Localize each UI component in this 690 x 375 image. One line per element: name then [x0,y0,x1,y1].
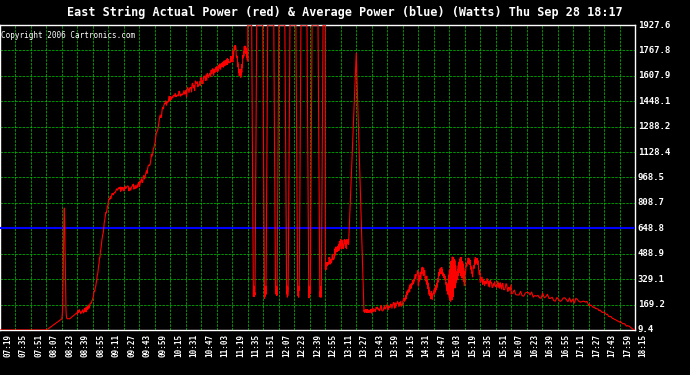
Text: 07:51: 07:51 [34,334,43,357]
Text: 14:47: 14:47 [437,334,446,357]
Text: 169.2: 169.2 [638,300,664,309]
Text: 08:55: 08:55 [97,334,106,357]
Text: 12:39: 12:39 [313,334,322,357]
Text: 11:35: 11:35 [251,334,260,357]
Text: 17:11: 17:11 [577,334,586,357]
Text: 12:55: 12:55 [328,334,337,357]
Text: 15:35: 15:35 [484,334,493,357]
Text: Copyright 2006 Cartronics.com: Copyright 2006 Cartronics.com [1,31,135,40]
Text: 12:07: 12:07 [282,334,291,357]
Text: 11:19: 11:19 [236,334,245,357]
Text: 1607.9: 1607.9 [638,71,670,80]
Text: 14:31: 14:31 [422,334,431,357]
Text: 09:59: 09:59 [158,334,168,357]
Text: 1288.2: 1288.2 [638,122,670,131]
Text: 488.9: 488.9 [638,249,664,258]
Text: 1448.1: 1448.1 [638,97,670,106]
Text: 08:39: 08:39 [81,334,90,357]
Text: 07:35: 07:35 [19,334,28,357]
Text: 08:23: 08:23 [66,334,75,357]
Text: 16:55: 16:55 [561,334,570,357]
Text: 968.5: 968.5 [638,173,664,182]
Text: 13:43: 13:43 [375,334,384,357]
Text: 09:11: 09:11 [112,334,121,357]
Text: 17:43: 17:43 [607,334,616,357]
Text: 1128.4: 1128.4 [638,148,670,157]
Text: 15:51: 15:51 [499,334,508,357]
Text: 13:59: 13:59 [391,334,400,357]
Text: 9.4: 9.4 [638,326,654,334]
Text: 16:23: 16:23 [530,334,539,357]
Text: 11:03: 11:03 [220,334,229,357]
Text: 14:15: 14:15 [406,334,415,357]
Text: 10:31: 10:31 [189,334,198,357]
Text: 17:27: 17:27 [592,334,601,357]
Text: 09:43: 09:43 [143,334,152,357]
Text: 15:19: 15:19 [468,334,477,357]
Text: 16:39: 16:39 [546,334,555,357]
Text: 07:19: 07:19 [3,334,12,357]
Text: East String Actual Power (red) & Average Power (blue) (Watts) Thu Sep 28 18:17: East String Actual Power (red) & Average… [67,6,623,19]
Text: 10:15: 10:15 [174,334,183,357]
Text: 17:59: 17:59 [623,334,632,357]
Text: 12:23: 12:23 [297,334,307,357]
Text: 18:15: 18:15 [638,334,647,357]
Text: 1927.6: 1927.6 [638,21,670,30]
Text: 08:07: 08:07 [50,334,59,357]
Text: 10:47: 10:47 [205,334,214,357]
Text: 11:51: 11:51 [267,334,276,357]
Text: 15:03: 15:03 [453,334,462,357]
Text: 648.8: 648.8 [638,224,664,233]
Text: 16:07: 16:07 [515,334,524,357]
Text: 1767.8: 1767.8 [638,46,670,55]
Text: 13:27: 13:27 [359,334,368,357]
Text: 09:27: 09:27 [128,334,137,357]
Text: 13:11: 13:11 [344,334,353,357]
Text: 329.1: 329.1 [638,274,664,284]
Text: 808.7: 808.7 [638,198,664,207]
